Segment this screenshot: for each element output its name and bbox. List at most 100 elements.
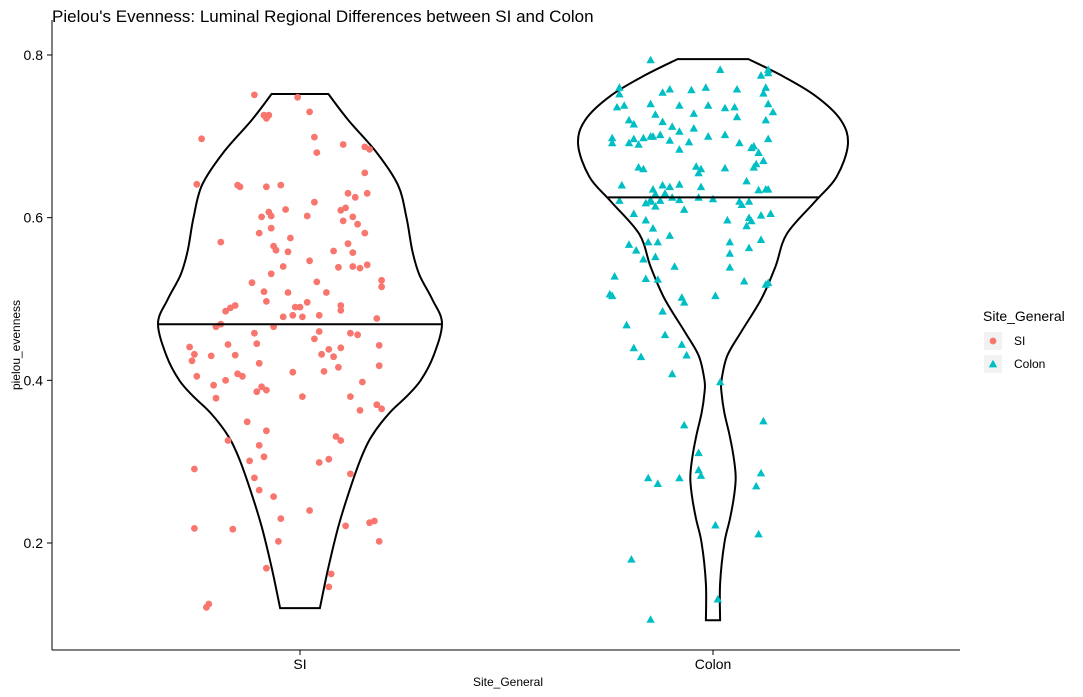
data-point [716,65,725,73]
data-point [723,215,732,224]
data-point [682,350,691,359]
data-point [263,427,270,435]
data-point [258,213,265,221]
data-point [330,353,337,361]
data-point [263,386,270,394]
data-point [648,224,658,232]
data-point [311,335,318,343]
data-point [680,298,689,306]
data-point [701,83,710,91]
data-point [294,93,301,101]
data-point [320,368,328,375]
data-point [284,248,292,256]
median-layer [158,196,819,326]
data-point [624,115,634,124]
data-point [306,257,313,265]
data-point [251,329,258,337]
data-point [251,91,258,99]
data-point [651,252,660,261]
data-point [665,182,674,191]
data-point [713,594,722,603]
data-point [651,110,660,118]
data-point [351,193,359,201]
legend-title: Site_General [983,308,1065,324]
data-point [658,180,667,189]
data-point [327,570,335,578]
data-point [694,465,703,474]
data-point [761,115,770,124]
data-point [337,302,345,309]
data-point [629,343,638,352]
data-point [318,350,325,358]
data-point [303,298,311,306]
data-point [725,237,734,246]
data-point [347,470,354,478]
data-point [313,278,321,286]
data-point [684,137,694,146]
data-point [644,237,653,246]
data-point [675,473,684,482]
data-point [617,180,626,189]
data-point [337,437,345,444]
data-point [704,101,713,109]
data-point [708,194,718,203]
data-point [198,135,206,143]
data-point [289,368,297,376]
data-point [267,212,275,220]
data-point [315,311,323,319]
data-point [191,465,198,473]
y-tick-label: 0.2 [24,535,44,551]
data-point [629,209,638,217]
data-point [335,263,342,271]
data-point [704,132,713,140]
y-axis-ticks: 0.2 0.4 0.6 0.8 [24,47,52,551]
y-tick-label: 0.6 [24,210,44,226]
data-point [361,169,369,177]
data-point [756,468,766,477]
data-point [311,198,318,206]
data-point [764,134,773,143]
data-point [378,405,385,413]
data-point [330,247,337,255]
data-point [231,351,239,359]
data-point [275,538,282,545]
data-point [255,486,263,494]
data-point [325,583,333,591]
data-point [696,182,706,191]
data-point [759,416,768,425]
data-point [665,136,674,144]
data-point [263,564,270,572]
data-point [299,393,306,400]
data-point [694,168,703,177]
data-point [260,453,268,461]
data-point [337,307,345,314]
data-point [768,107,778,116]
data-point [313,149,321,157]
data-point [224,437,232,444]
data-point [756,71,766,79]
data-point [696,471,706,479]
data-point [212,394,220,402]
data-point [646,99,655,108]
data-point [315,459,323,466]
data-point [253,388,261,396]
legend-marker-triangle [988,359,998,368]
data-point [339,141,347,148]
data-point [193,372,201,380]
data-point [371,517,378,525]
data-point [641,274,650,282]
data-point [222,307,230,315]
data-point [653,275,662,283]
data-point [646,197,655,205]
data-point [263,183,270,191]
data-point [375,538,383,545]
data-point [349,213,357,221]
data-point [668,122,677,130]
y-tick-label: 0.8 [24,47,44,63]
data-point [658,88,667,96]
data-point [263,298,270,305]
data-point [335,363,342,371]
data-point [272,246,280,254]
data-point [325,346,333,353]
data-point [754,529,763,538]
